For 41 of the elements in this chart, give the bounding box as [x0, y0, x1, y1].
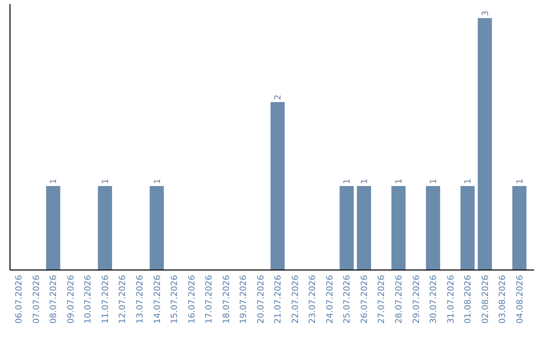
x-tick-label: 13.07.2026	[136, 275, 146, 324]
x-tick-label: 22.07.2026	[290, 275, 301, 324]
x-tick-label: 28.07.2026	[394, 275, 404, 324]
data-label: 1	[429, 178, 440, 184]
x-tick-label: 16.07.2026	[187, 275, 198, 324]
data-label: 1	[360, 178, 370, 184]
x-tick-label: 31.07.2026	[446, 275, 456, 324]
data-label: 2	[274, 94, 284, 100]
x-tick-label: 11.07.2026	[100, 275, 111, 324]
x-tick-label: 25.07.2026	[342, 275, 353, 324]
x-tick-label: 07.07.2026	[32, 275, 42, 324]
x-tick-label: 02.08.2026	[480, 275, 491, 324]
x-tick-label: 18.07.2026	[222, 275, 232, 324]
x-tick-label: 08.07.2026	[49, 275, 60, 324]
x-tick-label: 20.07.2026	[256, 275, 266, 324]
data-label: 1	[342, 178, 353, 184]
x-tick-label: 10.07.2026	[84, 275, 94, 324]
data-label: 1	[100, 178, 111, 184]
x-tick-label: 24.07.2026	[325, 275, 336, 324]
x-tick-label: 23.07.2026	[308, 275, 318, 324]
x-tick-label: 15.07.2026	[170, 275, 180, 324]
x-tick-label: 14.07.2026	[152, 275, 163, 324]
data-label: 1	[515, 178, 526, 184]
x-tick-label: 27.07.2026	[377, 275, 388, 324]
x-tick-label: 09.07.2026	[66, 275, 76, 324]
x-tick-label: 19.07.2026	[239, 275, 250, 324]
x-tick-label: 03.08.2026	[498, 275, 508, 324]
data-label: 1	[394, 178, 404, 184]
x-tick-label: 04.08.2026	[515, 275, 526, 324]
data-label: 1	[49, 178, 60, 184]
x-tick-label: 29.07.2026	[412, 275, 422, 324]
data-label: 1	[464, 178, 474, 184]
x-tick-label: 06.07.2026	[14, 275, 25, 324]
data-label: 3	[480, 10, 491, 16]
x-tick-label: 26.07.2026	[360, 275, 370, 324]
x-tick-label: 30.07.2026	[429, 275, 440, 324]
x-tick-label: 21.07.2026	[274, 275, 284, 324]
data-label: 1	[152, 178, 163, 184]
x-tick-label: 17.07.2026	[204, 275, 215, 324]
x-tick-label: 12.07.2026	[118, 275, 128, 324]
x-tick-label: 01.08.2026	[464, 275, 474, 324]
